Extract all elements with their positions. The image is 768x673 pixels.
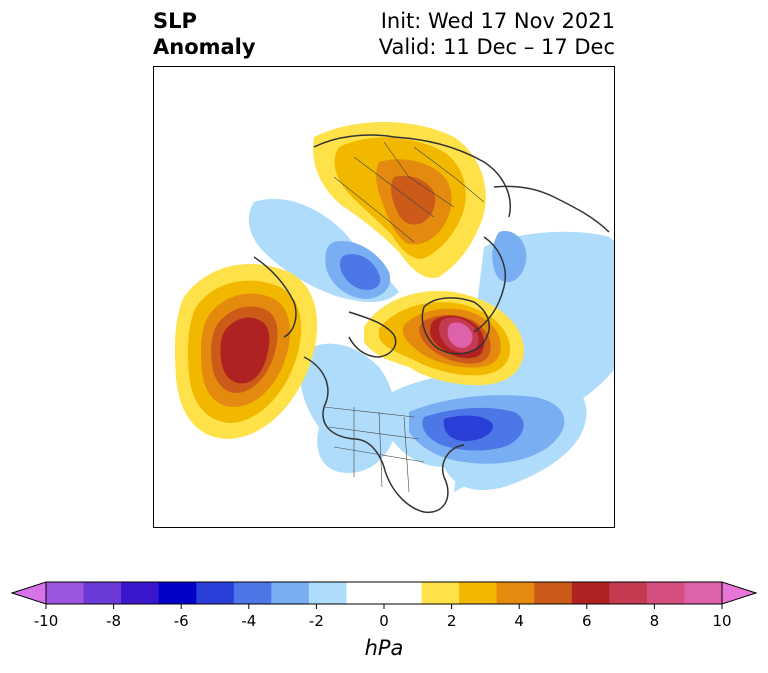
colorbar-cell	[571, 582, 610, 604]
colorbar-tick-label: -4	[241, 612, 256, 630]
coastlines	[253, 134, 610, 513]
neg-region-arctic-3	[340, 254, 381, 290]
colorbar-cell	[421, 582, 460, 604]
colorbar-cell	[496, 582, 535, 604]
colorbar-tick-label: -2	[309, 612, 324, 630]
border-us-grid-3	[333, 446, 425, 463]
title-left: SLP Anomaly	[153, 8, 256, 60]
colorbar-cell	[196, 582, 235, 604]
colorbar-ticks: -10 -8 -6 -4 -2 0 2 4 6 8 10	[34, 604, 732, 630]
border-us-grid-2	[328, 426, 420, 440]
colorbar-cell	[459, 582, 498, 604]
coast-europe	[473, 236, 506, 333]
border-us-grid-5	[378, 411, 383, 488]
pos-region-greenland-core	[447, 322, 473, 348]
colorbar-tick-label: 6	[582, 612, 592, 630]
colorbar-cell	[271, 582, 310, 604]
valid-range: Valid: 11 Dec – 17 Dec	[378, 35, 615, 59]
border-eurasia-1	[353, 156, 435, 218]
colorbar-cell	[83, 582, 122, 604]
map-panel	[153, 66, 615, 528]
political-boundaries	[323, 141, 485, 493]
neg-region-atlantic-core	[443, 415, 493, 442]
border-eurasia-2	[383, 141, 455, 208]
coast-eurasia	[313, 134, 511, 218]
colorbar-cells	[46, 582, 723, 604]
coast-asia-east	[493, 185, 610, 233]
colorbar-cell	[384, 582, 423, 604]
border-us-grid-1	[323, 406, 415, 418]
colorbar-cell	[646, 582, 685, 604]
colorbar-cell	[233, 582, 272, 604]
colorbar-cell	[346, 582, 385, 604]
coast-canada-arctic	[348, 311, 397, 358]
colorbar-tick-label: 0	[379, 612, 389, 630]
pos-region-pacific-core	[220, 317, 270, 384]
colorbar-cell	[534, 582, 573, 604]
colorbar-cell	[46, 582, 85, 604]
positive-anomalies	[174, 122, 524, 439]
colorbar-unit-label: hPa	[364, 636, 404, 660]
colorbar-tick-label: 2	[447, 612, 457, 630]
colorbar: -10 -8 -6 -4 -2 0 2 4 6 8 10	[10, 581, 758, 630]
colorbar-tick-label: -6	[174, 612, 189, 630]
colorbar-cell	[121, 582, 160, 604]
anomaly-map	[174, 122, 614, 513]
title-right: Init: Wed 17 Nov 2021 Valid: 11 Dec – 17…	[379, 8, 615, 60]
colorbar-cell	[609, 582, 648, 604]
colorbar-extend-low	[10, 581, 47, 605]
colorbar-cell	[158, 582, 197, 604]
border-us-grid-6	[403, 416, 410, 493]
title-variable: SLP	[153, 9, 197, 33]
colorbar-cell	[684, 582, 723, 604]
border-eurasia-4	[333, 176, 415, 243]
colorbar-cell	[308, 582, 347, 604]
neg-region-east	[492, 231, 527, 283]
colorbar-extend-high	[721, 581, 758, 605]
colorbar-tick-label: 4	[514, 612, 524, 630]
negative-anomalies	[248, 198, 614, 492]
coast-greenland	[421, 297, 490, 355]
init-date: Init: Wed 17 Nov 2021	[380, 9, 615, 33]
colorbar-tick-label: -10	[34, 612, 59, 630]
colorbar-tick-label: -8	[106, 612, 121, 630]
border-eurasia-3	[413, 146, 485, 203]
pos-region-eurasia-core	[391, 175, 436, 225]
title-anomaly: Anomaly	[153, 35, 256, 59]
coast-alaska	[253, 256, 297, 338]
colorbar-tick-label: 10	[712, 612, 731, 630]
colorbar-tick-label: 8	[650, 612, 660, 630]
